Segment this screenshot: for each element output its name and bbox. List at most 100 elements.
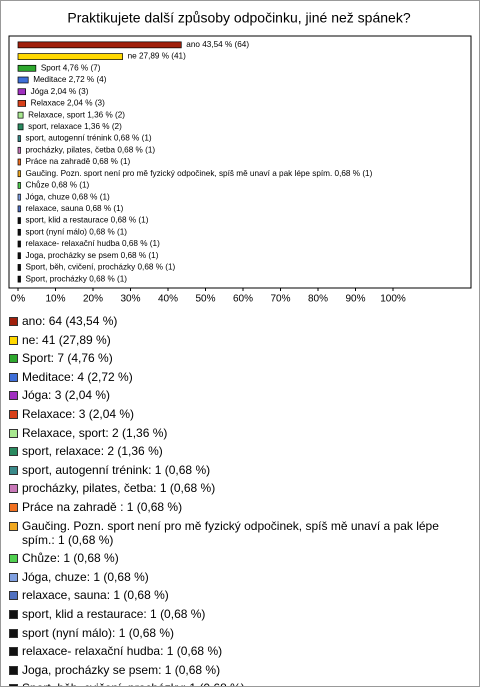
x-tick-label: 90%: [345, 294, 365, 305]
legend-label: Jóga: 3 (2,04 %): [22, 388, 111, 403]
legend: ano: 64 (43,54 %) ne: 41 (27,89 %) Sport: …: [9, 314, 471, 686]
bar: [17, 88, 27, 96]
legend-item: Jóga, chuze: 1 (0,68 %): [9, 570, 471, 584]
x-tick-label: 20%: [83, 294, 103, 305]
value-label: Relaxace 2,04 % (3): [31, 99, 105, 108]
x-tick-label: 60%: [233, 294, 253, 305]
legend-label: relaxace- relaxační hudba: 1 (0,68 %): [22, 644, 223, 659]
legend-swatch: [9, 554, 18, 564]
legend-swatch: [9, 684, 18, 686]
legend-swatch: [9, 591, 18, 601]
legend-swatch: [9, 447, 18, 457]
legend-item: Chůze: 1 (0,68 %): [9, 551, 471, 565]
legend-item: sport, autogenní trénink: 1 (0,68 %): [9, 463, 471, 477]
legend-label: sport, autogenní trénink: 1 (0,68 %): [22, 462, 211, 477]
value-label: relaxace- relaxační hudba 0,68 % (1): [26, 239, 161, 248]
legend-swatch: [9, 465, 18, 475]
bar: [17, 182, 21, 189]
bar: [17, 217, 21, 224]
legend-label: relaxace, sauna: 1 (0,68 %): [22, 588, 169, 603]
legend-label: Jóga, chuze: 1 (0,68 %): [22, 569, 149, 584]
legend-label: Relaxace: 3 (2,04 %): [22, 406, 135, 421]
legend-item: Sport, běh, cvičení, procházky: 1 (0,68 …: [9, 681, 471, 686]
x-tick-label: 80%: [308, 294, 328, 305]
plot-frame: [8, 35, 472, 289]
value-label: sport, relaxace 1,36 % (2): [28, 122, 122, 131]
legend-item: Relaxace, sport: 2 (1,36 %): [9, 426, 471, 440]
value-label: Relaxace, sport 1,36 % (2): [28, 110, 125, 119]
legend-label: Meditace: 4 (2,72 %): [22, 369, 133, 384]
bar: [17, 193, 21, 201]
legend-item: relaxace- relaxační hudba: 1 (0,68 %): [9, 644, 471, 658]
x-tick-label: 0%: [11, 294, 26, 305]
legend-swatch: [9, 572, 18, 582]
legend-swatch: [9, 484, 18, 494]
value-label: sport, autogenní trénink 0,68 % (1): [26, 134, 152, 143]
chart: Praktikujete další způsoby odpočinku, ji…: [8, 10, 472, 305]
bar: [17, 275, 21, 283]
value-label: procházky, pilates, četba 0,68 % (1): [26, 145, 156, 154]
legend-item: ne: 41 (27,89 %): [9, 333, 471, 347]
legend-swatch: [9, 628, 18, 638]
bar: [17, 252, 21, 260]
value-label: Joga, procházky se psem 0,68 % (1): [26, 251, 159, 260]
legend-swatch: [9, 647, 18, 657]
legend-label: sport, klid a restaurace: 1 (0,68 %): [22, 606, 206, 621]
legend-label: Sport, běh, cvičení, procházky: 1 (0,68 …: [22, 681, 245, 686]
bar: [17, 205, 21, 213]
legend-label: Chůze: 1 (0,68 %): [22, 551, 119, 566]
legend-item: Jóga: 3 (2,04 %): [9, 388, 471, 402]
x-tick-label: 70%: [270, 294, 290, 305]
bar: [17, 170, 21, 178]
legend-swatch: [9, 372, 18, 382]
legend-swatch: [9, 335, 18, 345]
legend-label: Joga, procházky se psem: 1 (0,68 %): [22, 662, 221, 677]
legend-item: Práce na zahradě : 1 (0,68 %): [9, 500, 471, 514]
legend-label: Práce na zahradě : 1 (0,68 %): [22, 499, 183, 514]
legend-item: procházky, pilates, četba: 1 (0,68 %): [9, 481, 471, 495]
bar: [17, 64, 37, 72]
legend-label: Gaučing. Pozn. sport není pro mě fyzický…: [22, 518, 439, 547]
legend-item: ano: 64 (43,54 %): [9, 314, 471, 328]
value-label: relaxace, sauna 0,68 % (1): [26, 204, 124, 213]
bar: [17, 135, 21, 142]
x-tick-label: 100%: [380, 294, 406, 305]
legend-swatch: [9, 665, 18, 675]
legend-item: Meditace: 4 (2,72 %): [9, 370, 471, 384]
bar: [17, 100, 27, 107]
legend-swatch: [9, 409, 18, 419]
legend-swatch: [9, 609, 18, 619]
legend-swatch: [9, 391, 18, 401]
value-label: Gaučing. Pozn. sport není pro mě fyzický…: [26, 169, 373, 178]
bar: [17, 146, 21, 154]
legend-label: ne: 41 (27,89 %): [22, 332, 111, 347]
bar: [17, 53, 123, 60]
legend-label: Sport: 7 (4,76 %): [22, 351, 113, 366]
value-label: sport (nyní málo) 0,68 % (1): [26, 227, 128, 236]
legend-label: procházky, pilates, četba: 1 (0,68 %): [22, 481, 216, 496]
x-tick-label: 30%: [120, 294, 140, 305]
legend-item: Joga, procházky se psem: 1 (0,68 %): [9, 663, 471, 677]
value-label: ne 27,89 % (41): [128, 52, 187, 61]
legend-label: sport, relaxace: 2 (1,36 %): [22, 444, 163, 459]
legend-swatch: [9, 502, 18, 512]
value-label: Sport, procházky 0,68 % (1): [26, 274, 128, 283]
legend-swatch: [9, 521, 18, 531]
legend-swatch: [9, 317, 18, 326]
legend-item: sport, relaxace: 2 (1,36 %): [9, 444, 471, 458]
legend-label: ano: 64 (43,54 %): [22, 314, 118, 328]
legend-swatch: [9, 428, 18, 438]
legend-label: sport (nyní málo): 1 (0,68 %): [22, 625, 175, 640]
legend-item: Sport: 7 (4,76 %): [9, 351, 471, 365]
bar: [17, 76, 29, 84]
bar: [17, 111, 24, 119]
x-tick-label: 10%: [45, 294, 65, 305]
legend-item: relaxace, sauna: 1 (0,68 %): [9, 588, 471, 602]
legend-swatch: [9, 354, 18, 364]
value-label: Meditace 2,72 % (4): [33, 75, 107, 84]
value-label: sport, klid a restaurace 0,68 % (1): [26, 216, 149, 225]
bar: [17, 228, 21, 236]
bar: [17, 41, 182, 49]
bar: [17, 123, 24, 131]
